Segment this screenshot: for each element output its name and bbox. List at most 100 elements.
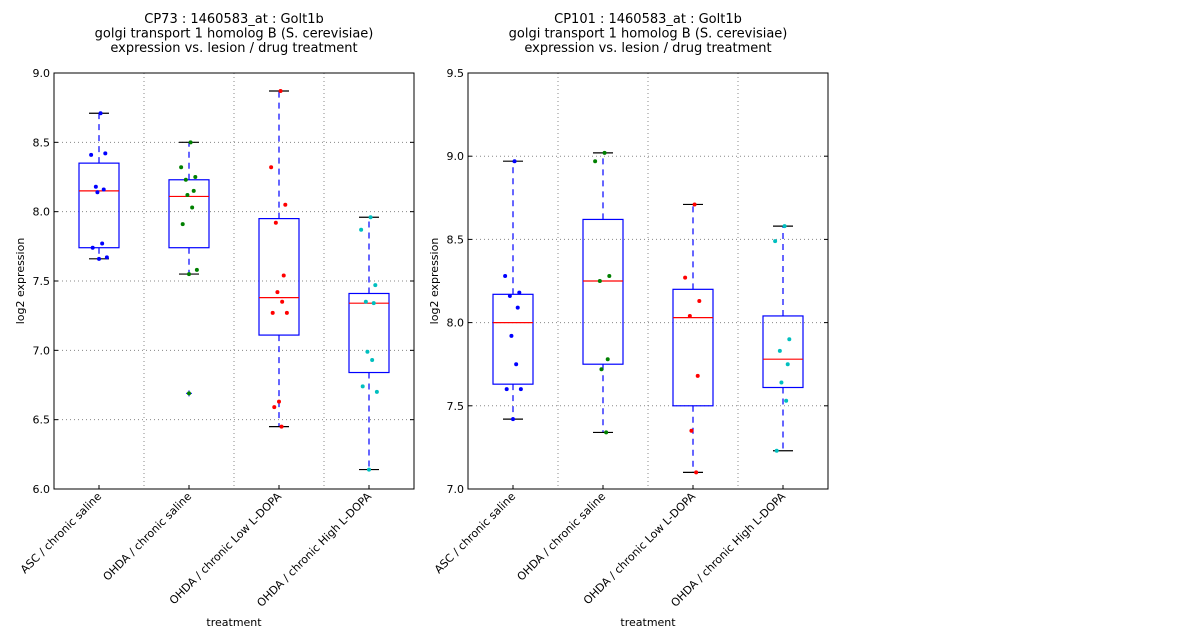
- data-point: [283, 202, 288, 207]
- box-2: [582, 150, 624, 435]
- data-point: [593, 159, 598, 164]
- box-iqr: [258, 218, 300, 336]
- data-point: [787, 337, 792, 342]
- data-point: [599, 367, 604, 372]
- box-3: [672, 202, 714, 475]
- y-tick-label: 8.5: [33, 136, 51, 149]
- data-point: [605, 357, 610, 362]
- box-4: [762, 224, 804, 453]
- data-point: [694, 470, 699, 475]
- data-point: [504, 387, 509, 392]
- y-tick-label: 8.0: [447, 317, 465, 330]
- data-point: [371, 301, 376, 306]
- data-point: [782, 224, 787, 229]
- data-point: [180, 222, 185, 227]
- data-point: [511, 417, 515, 422]
- x-tick-label: OHDA / chronic saline: [101, 490, 195, 584]
- data-point: [191, 188, 196, 193]
- y-tick-label: 6.0: [33, 483, 51, 496]
- y-tick-label: 8.5: [447, 233, 465, 246]
- box-4: [348, 215, 390, 472]
- data-point: [367, 467, 371, 472]
- data-point: [275, 290, 280, 295]
- chart-title-line: CP73 : 1460583_at : Golt1b: [144, 12, 323, 27]
- data-point: [270, 310, 275, 315]
- data-point: [365, 349, 370, 354]
- data-point: [187, 391, 191, 396]
- box-1: [78, 111, 120, 261]
- data-point: [602, 150, 607, 155]
- box-2: [168, 140, 210, 397]
- axes-frame: [467, 72, 829, 490]
- box-iqr: [492, 293, 534, 385]
- y-tick-label: 7.5: [33, 275, 51, 288]
- data-point: [687, 313, 692, 318]
- data-point: [509, 333, 514, 338]
- y-tick-label: 9.0: [447, 150, 465, 163]
- data-point: [374, 389, 379, 394]
- chart-title-line: expression vs. lesion / drug treatment: [110, 41, 357, 56]
- data-point: [98, 111, 103, 116]
- axes-frame: [53, 72, 415, 490]
- data-point: [95, 190, 100, 195]
- data-point: [273, 220, 278, 225]
- chart-title-line: golgi transport 1 homolog B (S. cerevisi…: [95, 27, 374, 42]
- data-point: [784, 398, 789, 403]
- data-point: [277, 399, 281, 404]
- data-point: [188, 140, 193, 145]
- data-point: [604, 430, 609, 435]
- data-point: [269, 165, 274, 170]
- data-point: [518, 387, 523, 392]
- box-iqr: [582, 218, 624, 365]
- data-point: [97, 256, 101, 261]
- x-axis-label: treatment: [620, 616, 676, 629]
- data-point: [515, 305, 520, 310]
- box-iqr: [78, 162, 120, 249]
- data-point: [281, 273, 286, 278]
- data-point: [187, 272, 191, 277]
- box-iqr: [348, 292, 390, 374]
- data-point: [101, 187, 106, 192]
- data-point: [185, 193, 190, 198]
- y-tick-label: 8.0: [33, 206, 51, 219]
- data-point: [179, 165, 184, 170]
- data-point: [607, 274, 612, 279]
- data-point: [100, 241, 105, 246]
- box-iqr: [672, 288, 714, 407]
- box-iqr: [762, 315, 804, 389]
- box-1: [492, 159, 534, 422]
- data-point: [183, 177, 188, 182]
- data-point: [503, 274, 508, 279]
- data-point: [93, 184, 98, 189]
- data-point: [512, 159, 517, 164]
- data-point: [368, 215, 373, 220]
- data-point: [90, 245, 95, 250]
- y-tick-label: 9.5: [447, 67, 465, 80]
- x-tick-label: ASC / chronic saline: [18, 490, 104, 576]
- data-point: [514, 362, 519, 367]
- data-point: [773, 239, 778, 244]
- y-tick-label: 7.5: [447, 400, 465, 413]
- data-point: [363, 299, 368, 304]
- y-tick-label: 6.5: [33, 414, 51, 427]
- data-point: [279, 424, 284, 429]
- data-point: [695, 373, 700, 378]
- y-axis-label: log2 expression: [428, 238, 441, 325]
- data-point: [190, 205, 195, 210]
- data-point: [284, 310, 289, 315]
- data-point: [360, 384, 365, 389]
- x-tick-label: OHDA / chronic saline: [515, 490, 609, 584]
- data-point: [697, 298, 702, 303]
- y-tick-label: 7.0: [33, 344, 51, 357]
- data-point: [779, 380, 784, 385]
- data-point: [774, 448, 779, 453]
- data-point: [683, 275, 688, 280]
- data-point: [597, 279, 602, 283]
- chart-title-line: golgi transport 1 homolog B (S. cerevisi…: [509, 27, 788, 42]
- x-axis-label: treatment: [206, 616, 262, 629]
- data-point: [278, 89, 283, 94]
- data-point: [89, 152, 94, 157]
